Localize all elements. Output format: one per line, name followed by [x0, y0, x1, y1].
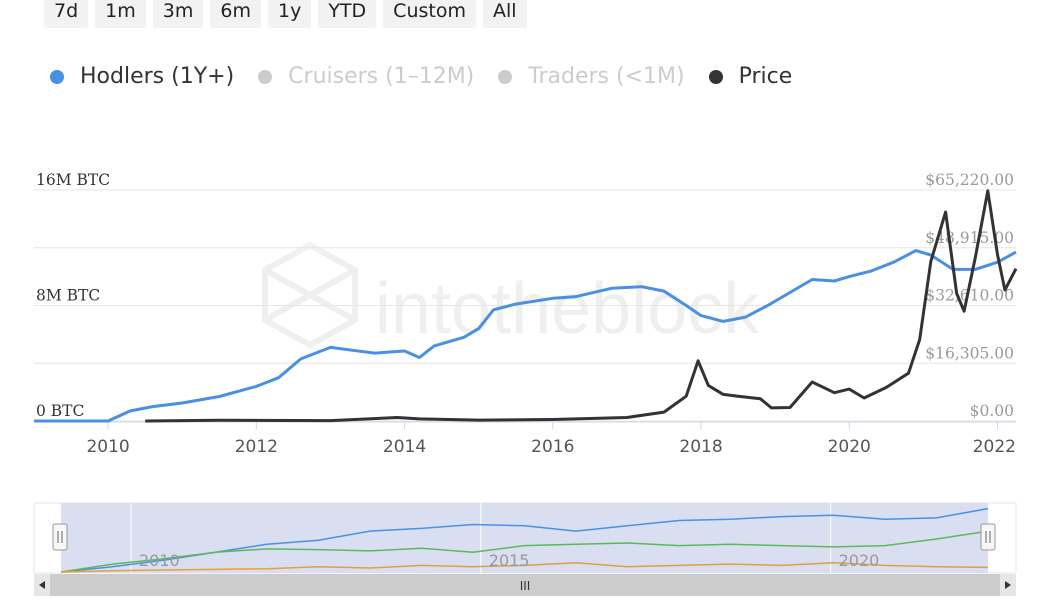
x-axis-tick-label: 2014	[383, 437, 426, 457]
right-axis-tick-label: $65,220.00	[925, 171, 1014, 189]
x-axis-tick-label: 2010	[86, 437, 129, 457]
range-button-6m[interactable]: 6m	[210, 0, 261, 28]
scrollbar-thumb[interactable]	[50, 574, 1000, 596]
range-button-all[interactable]: All	[482, 0, 527, 28]
navigator-tick-label: 2010	[139, 551, 180, 570]
range-button-custom[interactable]: Custom	[383, 0, 476, 28]
legend-label-cruisers: Cruisers (1–12M)	[288, 64, 475, 89]
legend-dot-hodlers	[50, 69, 64, 84]
range-button-7d[interactable]: 7d	[44, 0, 89, 28]
x-axis-tick-label: 2012	[235, 437, 278, 457]
series-layer	[34, 189, 1018, 423]
legend-dot-cruisers	[258, 69, 273, 84]
legend-label-hodlers: Hodlers (1Y+)	[80, 64, 235, 89]
x-axis-tick-label: 2022	[973, 437, 1016, 457]
x-axis-tick-label: 2020	[828, 437, 871, 457]
legend-item-traders[interactable]: Traders (<1M)	[498, 64, 685, 89]
series-line-hodlers[interactable]	[34, 249, 1017, 423]
legend-dot-price	[708, 69, 723, 84]
navigator-ticks: 2010 2015 2020	[139, 551, 879, 570]
watermark-text: intotheblock	[375, 269, 760, 349]
legend-item-cruisers[interactable]: Cruisers (1–12M)	[258, 64, 474, 89]
gridlines	[34, 189, 1016, 422]
scrollbar[interactable]: III	[34, 574, 1016, 596]
navigator: 2010 2015 2020	[33, 502, 1017, 574]
navigator-series	[60, 507, 989, 573]
right-axis-tick-label: $16,305.00	[925, 344, 1014, 362]
legend-item-price[interactable]: Price	[708, 64, 793, 89]
x-axis-tick-label: 2018	[679, 437, 722, 457]
range-selector: 7d 1m 3m 6m 1y YTD Custom All	[44, 0, 527, 28]
series-line-price[interactable]	[145, 189, 1018, 423]
watermark-logo: intotheblock	[262, 241, 760, 349]
right-axis-tick-label: $32,610.00	[925, 287, 1014, 305]
legend-label-price: Price	[738, 64, 793, 89]
right-axis-tick-label: $0.00	[970, 402, 1014, 420]
range-button-3m[interactable]: 3m	[152, 0, 204, 28]
scroll-right-button[interactable]	[1000, 574, 1016, 596]
left-axis-tick-label: 0 BTC	[36, 402, 84, 420]
chevron-left-icon	[39, 581, 45, 589]
chart-legend: Hodlers (1Y+) Cruisers (1–12M) Traders (…	[50, 64, 816, 89]
left-axis-tick-label: 8M BTC	[36, 287, 100, 305]
scrollbar-grip-icon[interactable]: III	[520, 579, 531, 593]
x-axis-tick-label: 2016	[531, 437, 574, 457]
legend-dot-traders	[498, 69, 513, 84]
x-axis: 2010 2012 2014 2016 2018 2020 2022	[34, 421, 1016, 457]
chevron-right-icon	[1005, 581, 1011, 589]
navigator-handle-left[interactable]	[52, 523, 68, 551]
left-axis: 0 BTC 8M BTC 16M BTC	[36, 171, 110, 420]
left-axis-tick-label: 16M BTC	[36, 171, 110, 189]
right-axis: $0.00$16,305.00$32,610.00$48,915.00$65,2…	[925, 171, 1014, 420]
navigator-series-cruisers	[60, 530, 989, 573]
range-button-1m[interactable]: 1m	[95, 0, 146, 28]
intotheblock-logo-icon	[262, 241, 358, 349]
legend-label-traders: Traders (<1M)	[528, 64, 685, 89]
scroll-left-button[interactable]	[34, 574, 50, 596]
navigator-handle-right[interactable]	[980, 523, 996, 551]
range-button-1y[interactable]: 1y	[267, 0, 312, 28]
navigator-tick-label: 2015	[489, 551, 530, 570]
navigator-tick-label: 2020	[839, 551, 880, 570]
range-button-ytd[interactable]: YTD	[318, 0, 377, 28]
legend-item-hodlers[interactable]: Hodlers (1Y+)	[50, 64, 234, 89]
navigator-series-traders	[60, 562, 989, 573]
